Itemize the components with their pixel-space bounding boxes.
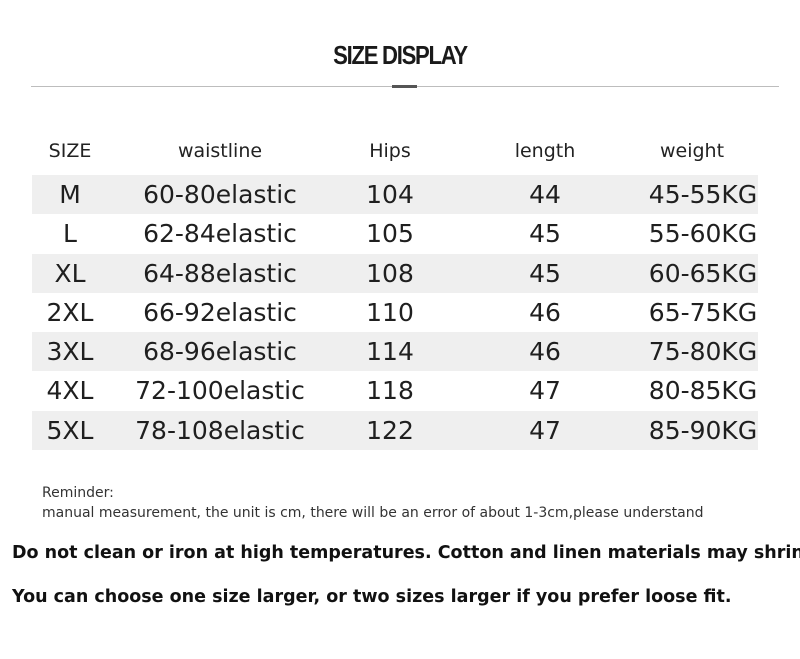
cell-hips: 108 [366, 258, 414, 288]
cell-length: 46 [529, 337, 561, 367]
cell-size: XL [54, 258, 86, 288]
fit-note: You can choose one size larger, or two s… [12, 587, 732, 607]
page-title: SIZE DISPLAY [333, 40, 468, 70]
cell-size: L [63, 219, 77, 249]
reminder: Reminder: manual measurement, the unit i… [42, 483, 703, 523]
header-length: length [514, 140, 576, 162]
table-row: 2XL 66-92elastic 110 46 65-75KG [32, 293, 758, 332]
header-weight: weight [659, 140, 725, 162]
cell-length: 47 [529, 376, 561, 406]
cell-length: 45 [529, 219, 561, 249]
cell-size: M [59, 180, 81, 209]
cell-waistline: 68-96elastic [143, 337, 297, 367]
cell-hips: 105 [366, 219, 414, 249]
cell-length: 46 [529, 297, 561, 327]
cell-hips: 118 [366, 376, 414, 406]
divider-accent [392, 85, 417, 88]
cell-weight: 75-80KG [648, 337, 758, 367]
header-waistline: waistline [177, 140, 263, 162]
cell-weight: 45-55KG [648, 180, 758, 209]
cell-weight: 65-75KG [648, 297, 758, 327]
cell-size: 2XL [46, 297, 94, 327]
cell-length: 44 [529, 180, 561, 209]
cell-hips: 104 [366, 180, 414, 209]
cell-length: 47 [529, 415, 561, 445]
table-row: 3XL 68-96elastic 114 46 75-80KG [32, 332, 758, 372]
cell-waistline: 78-108elastic [135, 415, 305, 445]
cell-weight: 55-60KG [648, 219, 758, 249]
table-header: SIZE waistline Hips length weight [32, 140, 758, 166]
cell-waistline: 62-84elastic [143, 219, 297, 249]
cell-waistline: 72-100elastic [135, 376, 305, 406]
cell-waistline: 66-92elastic [143, 297, 297, 327]
cell-weight: 60-65KG [648, 258, 758, 288]
header-hips: Hips [369, 140, 411, 162]
care-note: Do not clean or iron at high temperature… [12, 543, 800, 563]
cell-weight: 80-85KG [648, 376, 758, 406]
cell-size: 5XL [46, 415, 94, 445]
cell-hips: 122 [366, 415, 414, 445]
cell-waistline: 64-88elastic [143, 258, 297, 288]
table-row: 4XL 72-100elastic 118 47 80-85KG [32, 371, 758, 410]
table-row: M 60-80elastic 104 44 45-55KG [32, 175, 758, 215]
cell-waistline: 60-80elastic [143, 180, 297, 209]
reminder-label: Reminder: [42, 485, 114, 501]
table-row: L 62-84elastic 105 45 55-60KG [32, 214, 758, 253]
cell-size: 3XL [46, 337, 94, 367]
header-size: SIZE [48, 140, 92, 162]
cell-size: 4XL [46, 376, 94, 406]
cell-weight: 85-90KG [648, 415, 758, 445]
table-row: XL 64-88elastic 108 45 60-65KG [32, 253, 758, 293]
cell-hips: 114 [366, 337, 414, 367]
cell-length: 45 [529, 258, 561, 288]
reminder-text: manual measurement, the unit is cm, ther… [42, 505, 704, 521]
table-row: 5XL 78-108elastic 122 47 85-90KG [32, 410, 758, 451]
cell-hips: 110 [366, 297, 414, 327]
size-table: M 60-80elastic 104 44 45-55KG L 62-84elastic 10… [32, 175, 758, 451]
